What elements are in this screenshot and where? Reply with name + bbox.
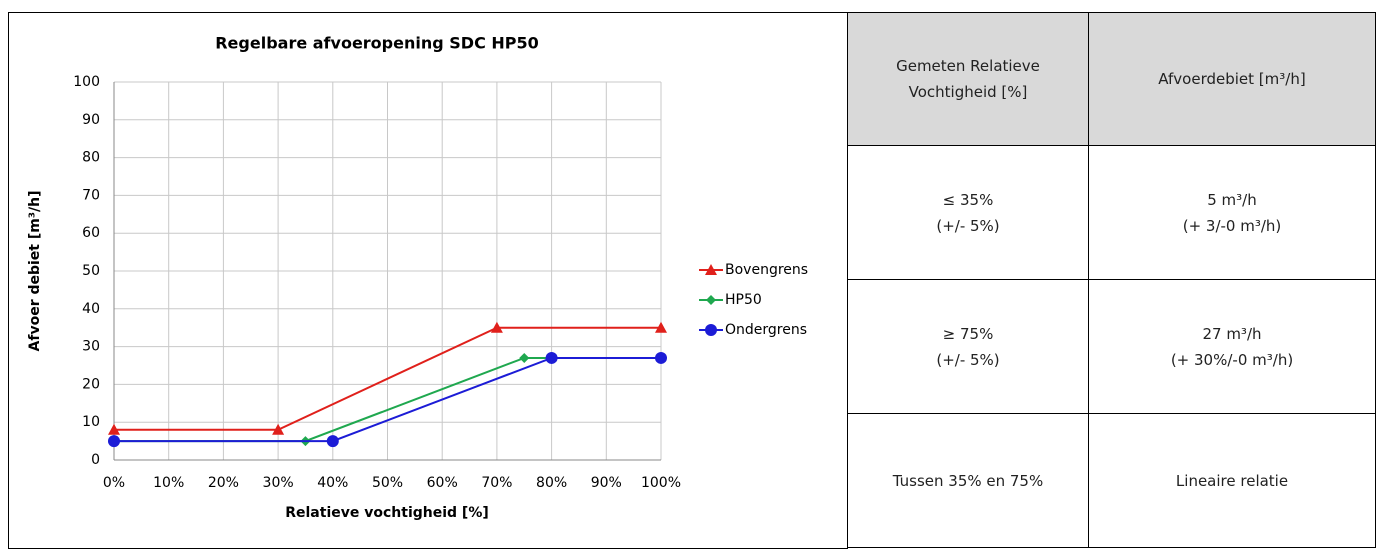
chart-title: Regelbare afvoeropening SDC HP50 — [215, 34, 539, 53]
header-cell: Gemeten Relatieve Vochtigheid [%] — [847, 12, 1089, 146]
x-tick-label: 20% — [208, 475, 239, 491]
table-cell: 5 m³/h (+ 3/-0 m³/h) — [1088, 145, 1376, 280]
marker — [706, 295, 716, 305]
table-header: Gemeten Relatieve Vochtigheid [%] Afvoer… — [847, 12, 1376, 146]
y-tick-label: 60 — [82, 225, 100, 241]
chart: Regelbare afvoeropening SDC HP50 Relatie… — [27, 34, 808, 522]
header-cell: Afvoerdebiet [m³/h] — [1088, 12, 1376, 146]
table-cell: 27 m³/h (+ 30%/-0 m³/h) — [1088, 279, 1376, 414]
x-tick-label: 0% — [103, 475, 125, 491]
y-axis-label: Afvoer debiet [m³/h] — [27, 191, 43, 352]
table-row: ≥ 75% (+/- 5%) 27 m³/h (+ 30%/-0 m³/h) — [847, 279, 1376, 414]
chart-frame: Regelbare afvoeropening SDC HP50 Relatie… — [8, 12, 848, 549]
line — [114, 356, 661, 443]
table-cell: Tussen 35% en 75% — [847, 413, 1089, 548]
marker — [655, 321, 667, 333]
cell-line: (+ 3/-0 m³/h) — [1182, 216, 1282, 235]
cell-line: ≥ 75% — [942, 324, 994, 343]
table-cell: ≤ 35% (+/- 5%) — [847, 145, 1089, 280]
x-tick-label: 100% — [641, 475, 681, 491]
cell-line: 5 m³/h — [1207, 190, 1257, 209]
cell-line: (+/- 5%) — [936, 216, 1000, 235]
line — [114, 326, 661, 431]
x-tick-label: 10% — [153, 475, 184, 491]
y-tick-label: 0 — [91, 452, 100, 468]
legend-label: Ondergrens — [725, 322, 807, 338]
table-cell: Lineaire relatie — [1088, 413, 1376, 548]
y-tick-label: 40 — [82, 301, 100, 317]
y-tick-label: 80 — [82, 150, 100, 166]
table-row: Tussen 35% en 75% Lineaire relatie — [847, 413, 1376, 548]
y-tick-label: 70 — [82, 187, 100, 203]
x-tick-label: 80% — [536, 475, 567, 491]
marker — [705, 264, 717, 275]
marker — [272, 423, 285, 435]
y-tick-label: 10 — [82, 414, 100, 430]
marker — [326, 435, 339, 448]
cell-line: 27 m³/h — [1202, 324, 1262, 343]
x-tick-label: 90% — [591, 475, 622, 491]
y-tick-label: 50 — [82, 263, 100, 279]
x-tick-label: 60% — [427, 475, 458, 491]
table-row: ≤ 35% (+/- 5%) 5 m³/h (+ 3/-0 m³/h) — [847, 145, 1376, 280]
y-tick-label: 30 — [82, 339, 100, 355]
y-tick-label: 100 — [73, 74, 100, 90]
marker — [705, 324, 717, 336]
cell-line: Tussen 35% en 75% — [892, 471, 1044, 490]
table: Gemeten Relatieve Vochtigheid [%] Afvoer… — [847, 12, 1376, 548]
legend-label: Bovengrens — [725, 262, 808, 278]
y-tick-label: 20 — [82, 376, 100, 392]
x-tick-label: 50% — [372, 475, 403, 491]
marker — [655, 351, 667, 364]
cell-line: (+ 30%/-0 m³/h) — [1170, 350, 1294, 369]
cell-line: Lineaire relatie — [1175, 471, 1289, 490]
marker — [108, 435, 120, 448]
marker — [519, 352, 530, 363]
x-tick-label: 70% — [481, 475, 512, 491]
legend-label: HP50 — [725, 292, 762, 308]
x-tick-label: 30% — [263, 475, 294, 491]
x-axis-label: Relatieve vochtigheid [%] — [285, 505, 489, 521]
table-cell: ≥ 75% (+/- 5%) — [847, 279, 1089, 414]
y-tick-label: 90 — [82, 112, 100, 128]
cell-line: ≤ 35% — [942, 190, 994, 209]
x-tick-label: 40% — [317, 475, 348, 491]
marker — [490, 321, 503, 333]
marker — [545, 351, 558, 364]
marker — [108, 423, 120, 435]
cell-line: (+/- 5%) — [936, 350, 1000, 369]
